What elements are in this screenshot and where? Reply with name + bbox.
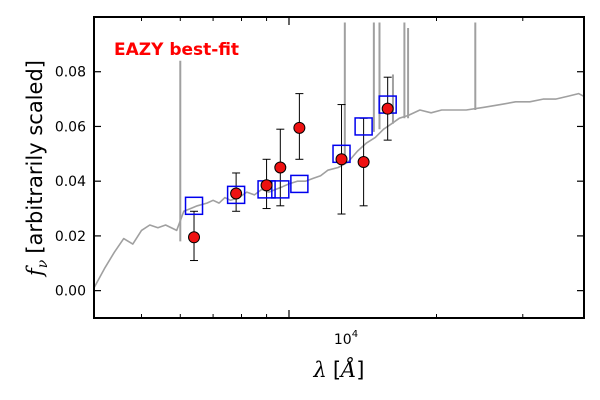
model-flux-square: [226, 185, 246, 205]
observed-flux-point: [230, 187, 243, 200]
y-tick-label: 0.00: [55, 284, 86, 300]
x-tick-label: 104: [334, 329, 358, 348]
observed-photometry-layer: [188, 102, 394, 244]
observed-flux-point: [260, 179, 273, 192]
template-spectrum-layer: [93, 22, 585, 289]
model-flux-square: [184, 196, 204, 216]
error-bar-layer: [190, 76, 392, 262]
observed-flux-point: [188, 231, 201, 244]
observed-flux-point: [274, 161, 287, 174]
observed-flux-point: [381, 102, 394, 115]
y-tick-label: 0.08: [55, 65, 86, 81]
template-spectrum-line: [93, 92, 585, 289]
model-photometry-layer: [184, 95, 397, 216]
tick-layer: 0.00 0.02 0.04 0.06 0.08: [55, 17, 584, 318]
x-axis-title: λ [Å]: [313, 357, 365, 382]
observed-flux-point: [357, 156, 370, 169]
y-axis-title: fν[arbitrarily scaled]: [23, 60, 51, 278]
y-tick-label: 0.04: [55, 174, 86, 190]
plot-frame: [93, 16, 585, 319]
model-flux-square: [290, 174, 309, 194]
observed-flux-point: [293, 121, 306, 134]
y-tick-label: 0.02: [55, 229, 86, 245]
model-flux-square: [271, 180, 290, 199]
y-tick-label: 0.06: [55, 119, 86, 135]
observed-flux-point: [335, 153, 348, 166]
annotation-label: EAZY best-fit: [114, 40, 239, 60]
model-flux-square: [354, 117, 373, 136]
